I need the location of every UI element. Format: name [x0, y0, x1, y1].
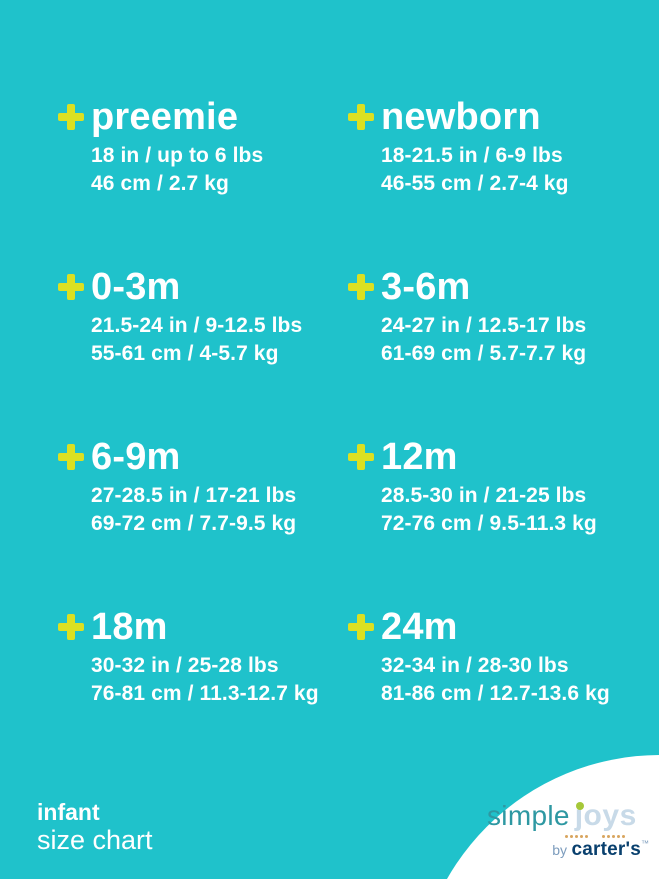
size-name: 3-6m: [381, 266, 471, 308]
size-metric: 81-86 cm / 12.7-13.6 kg: [381, 682, 610, 705]
stitch-dots-icon: [565, 835, 649, 838]
size-cell-newborn: newborn 18-21.5 in / 6-9 lbs 46-55 cm / …: [348, 96, 638, 266]
size-cell-18m: 18m 30-32 in / 25-28 lbs 76-81 cm / 11.3…: [58, 606, 348, 776]
size-name: 0-3m: [91, 266, 181, 308]
size-name: 6-9m: [91, 436, 181, 478]
size-imperial: 24-27 in / 12.5-17 lbs: [381, 314, 587, 337]
size-cell-3-6m: 3-6m 24-27 in / 12.5-17 lbs 61-69 cm / 5…: [348, 266, 638, 436]
logo-by: by: [552, 842, 568, 858]
plus-icon: [58, 614, 84, 640]
size-name: 12m: [381, 436, 458, 478]
size-imperial: 18-21.5 in / 6-9 lbs: [381, 144, 563, 167]
size-cell-6-9m: 6-9m 27-28.5 in / 17-21 lbs 69-72 cm / 7…: [58, 436, 348, 606]
size-metric: 69-72 cm / 7.7-9.5 kg: [91, 512, 297, 535]
size-metric: 72-76 cm / 9.5-11.3 kg: [381, 512, 597, 535]
plus-icon: [58, 274, 84, 300]
size-imperial: 28.5-30 in / 21-25 lbs: [381, 484, 587, 507]
j-green-dot-icon: [575, 802, 584, 810]
footer-category: infant: [37, 799, 100, 825]
size-metric: 46 cm / 2.7 kg: [91, 172, 229, 195]
size-cell-12m: 12m 28.5-30 in / 21-25 lbs 72-76 cm / 9.…: [348, 436, 638, 606]
plus-icon: [58, 104, 84, 130]
size-cell-24m: 24m 32-34 in / 28-30 lbs 81-86 cm / 12.7…: [348, 606, 638, 776]
size-imperial: 18 in / up to 6 lbs: [91, 144, 264, 167]
size-cell-0-3m: 0-3m 21.5-24 in / 9-12.5 lbs 55-61 cm / …: [58, 266, 348, 436]
trademark-symbol: ™: [641, 839, 649, 848]
plus-icon: [348, 104, 374, 130]
size-name: newborn: [381, 96, 541, 138]
plus-icon: [58, 444, 84, 470]
plus-icon: [348, 614, 374, 640]
size-name: 18m: [91, 606, 168, 648]
footer-label: size chart: [37, 825, 153, 855]
size-imperial: 32-34 in / 28-30 lbs: [381, 654, 569, 677]
size-name: preemie: [91, 96, 239, 138]
logo-carters: carter's: [571, 839, 641, 860]
logo-word-joys: joys: [574, 799, 637, 832]
size-grid: preemie 18 in / up to 6 lbs 46 cm / 2.7 …: [58, 96, 638, 776]
size-cell-preemie: preemie 18 in / up to 6 lbs 46 cm / 2.7 …: [58, 96, 348, 266]
size-imperial: 30-32 in / 25-28 lbs: [91, 654, 279, 677]
plus-icon: [348, 274, 374, 300]
size-imperial: 21.5-24 in / 9-12.5 lbs: [91, 314, 303, 337]
brand-byline: by carter's™: [487, 839, 649, 860]
size-name: 24m: [381, 606, 458, 648]
plus-icon: [348, 444, 374, 470]
size-metric: 46-55 cm / 2.7-4 kg: [381, 172, 569, 195]
size-metric: 76-81 cm / 11.3-12.7 kg: [91, 682, 319, 705]
footer-text: infant size chart: [37, 799, 153, 855]
size-metric: 55-61 cm / 4-5.7 kg: [91, 342, 279, 365]
logo-word-simple: simple: [487, 800, 570, 831]
size-imperial: 27-28.5 in / 17-21 lbs: [91, 484, 297, 507]
brand-logo: simple joys by carter's™: [487, 799, 649, 860]
size-metric: 61-69 cm / 5.7-7.7 kg: [381, 342, 587, 365]
